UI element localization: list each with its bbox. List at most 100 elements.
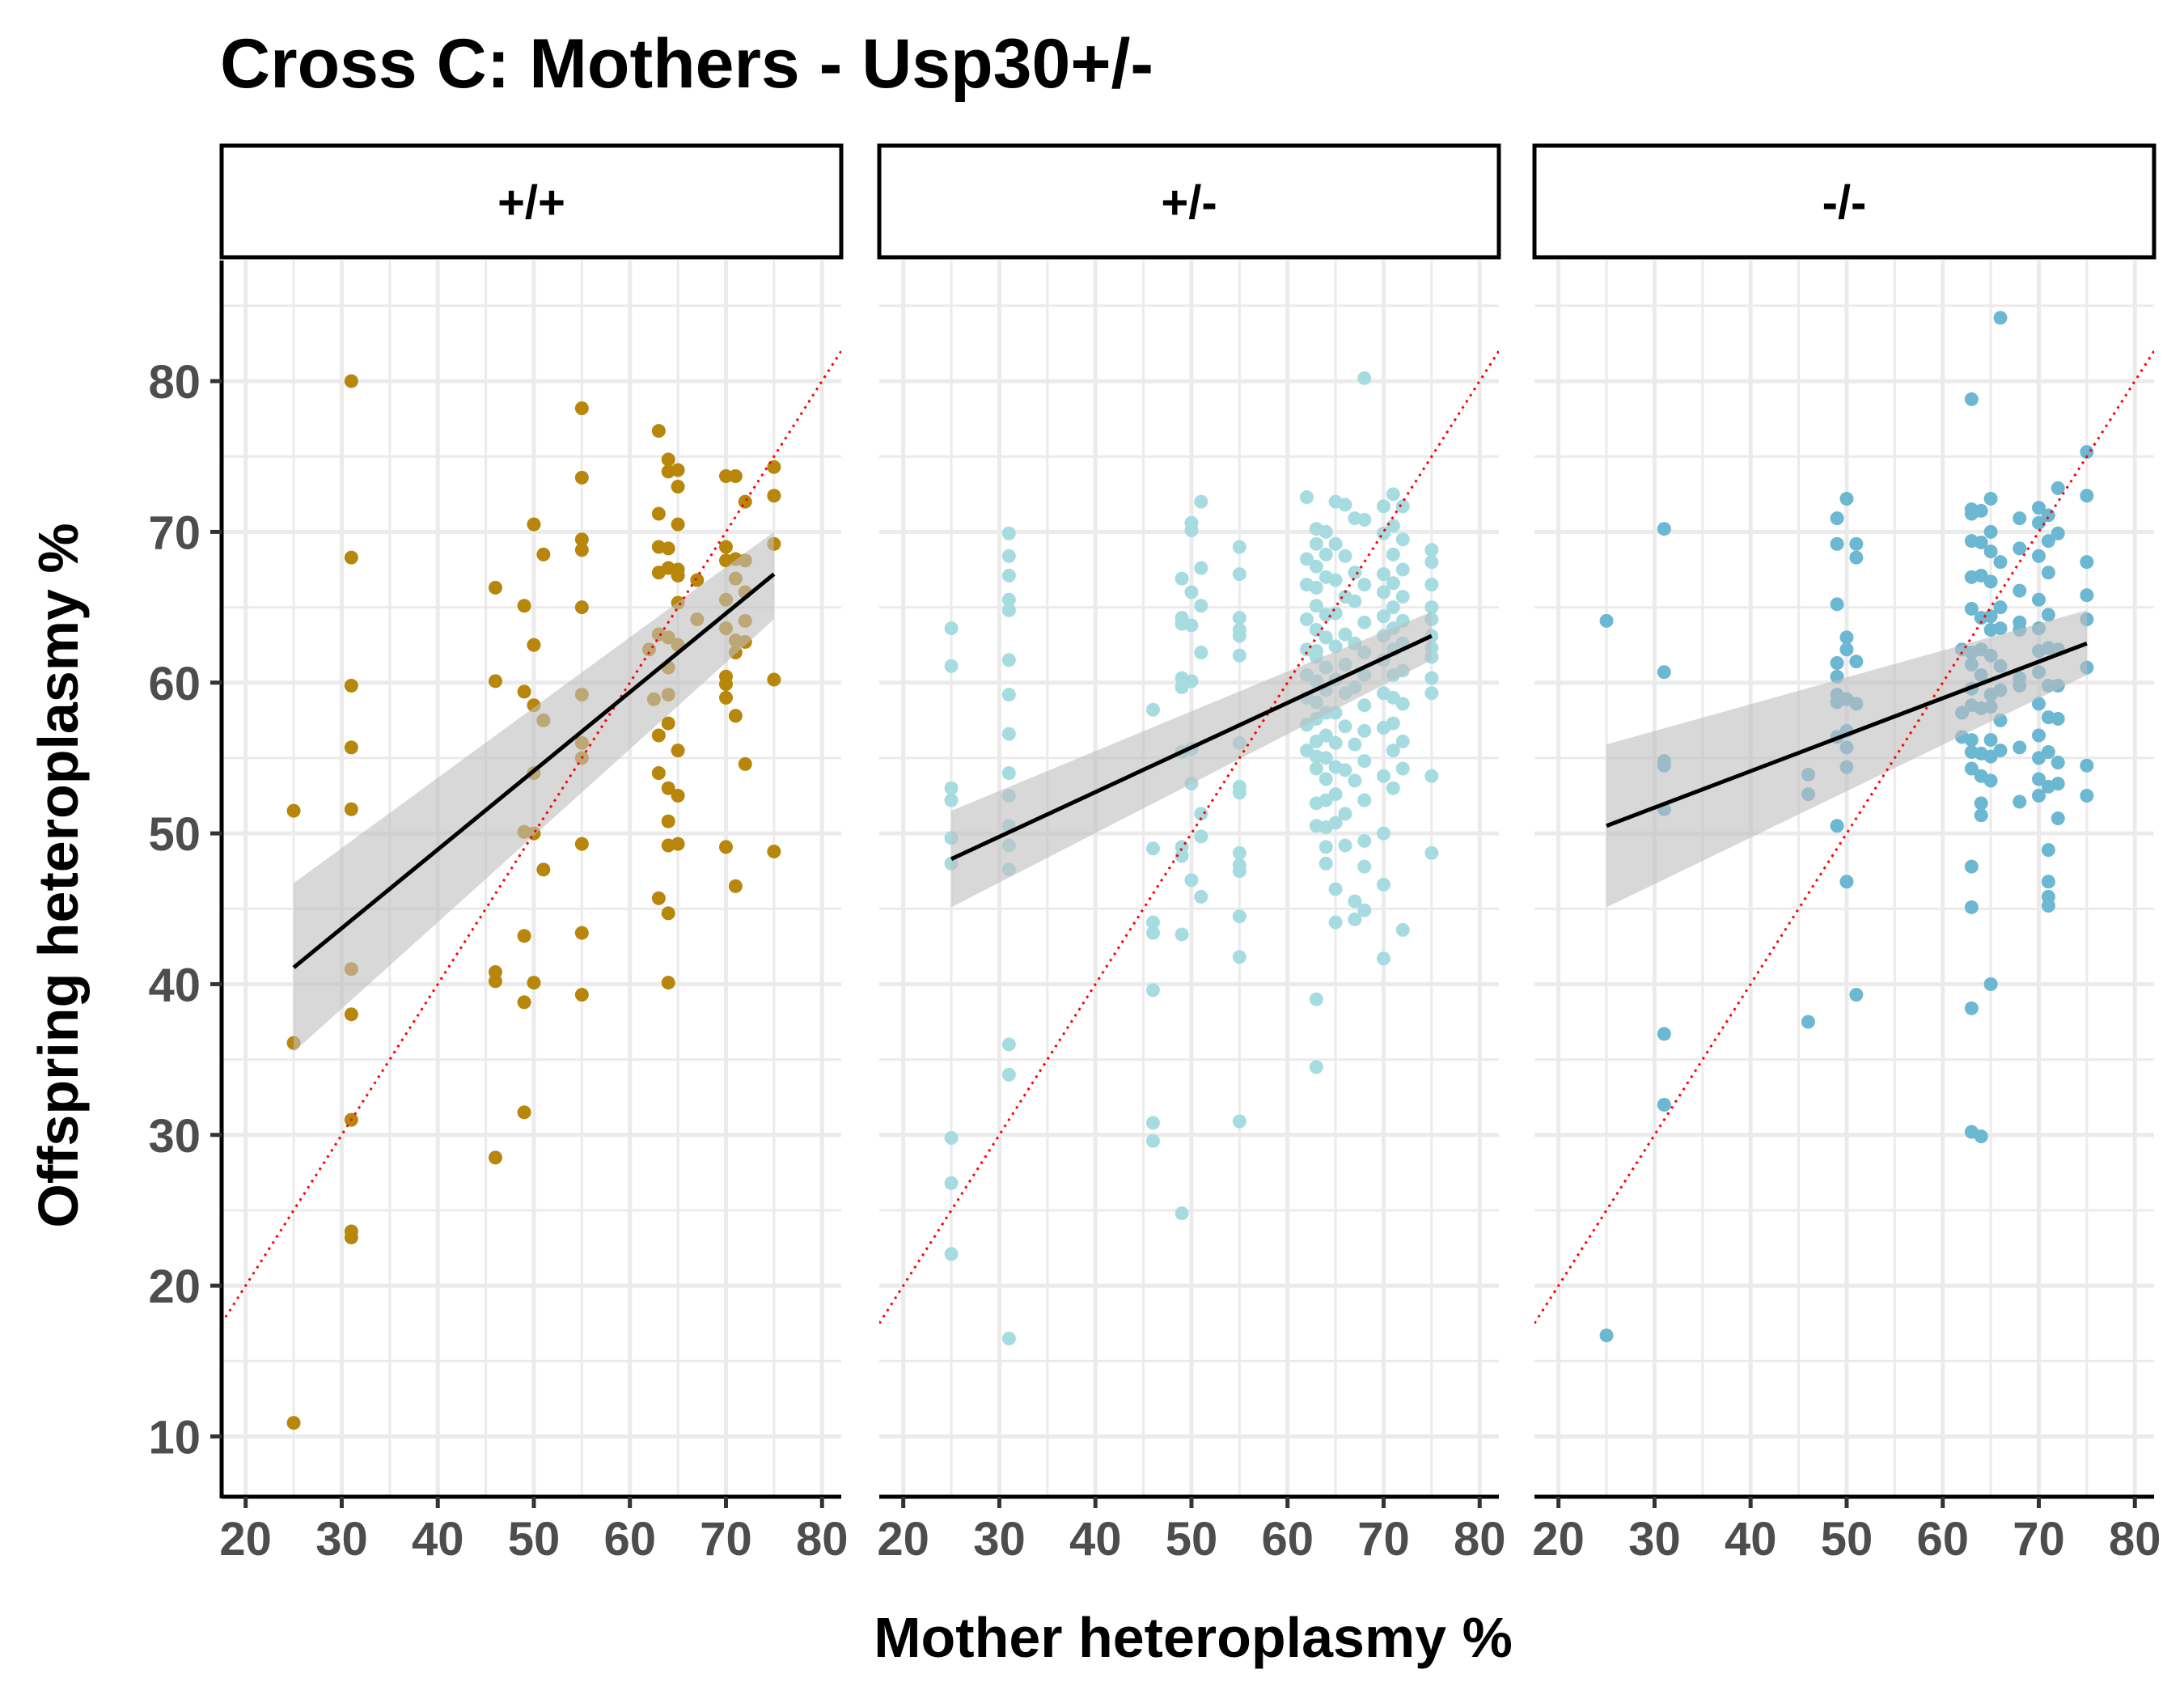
data-point bbox=[1328, 536, 1343, 551]
data-point bbox=[1424, 543, 1439, 557]
data-point bbox=[1993, 744, 2008, 758]
data-point bbox=[1348, 594, 1362, 608]
data-point bbox=[527, 517, 541, 532]
data-point bbox=[671, 463, 685, 477]
data-point bbox=[1357, 615, 1372, 629]
x-tick-label: 70 bbox=[700, 1513, 752, 1566]
data-point bbox=[1395, 697, 1410, 711]
x-tick-label: 20 bbox=[877, 1513, 929, 1566]
data-point bbox=[1357, 859, 1372, 874]
data-point bbox=[1830, 536, 1844, 551]
data-point bbox=[1974, 503, 1988, 518]
data-point bbox=[1657, 1098, 1671, 1112]
x-tick-label: 30 bbox=[315, 1513, 368, 1566]
data-point bbox=[1386, 547, 1400, 561]
data-point bbox=[1964, 900, 1979, 914]
data-point bbox=[1395, 532, 1410, 547]
data-point bbox=[1974, 535, 1988, 549]
y-tick-label: 80 bbox=[148, 356, 201, 409]
data-point bbox=[2041, 843, 2055, 858]
data-point bbox=[1357, 723, 1372, 738]
data-point bbox=[1299, 490, 1314, 505]
data-point bbox=[1328, 639, 1343, 654]
data-point bbox=[1328, 915, 1343, 930]
y-tick-label: 30 bbox=[148, 1110, 201, 1163]
data-point bbox=[1964, 601, 1979, 616]
data-point bbox=[1983, 773, 1998, 788]
data-point bbox=[1357, 698, 1372, 713]
x-tick-label: 60 bbox=[1261, 1513, 1314, 1566]
data-point bbox=[527, 976, 541, 990]
data-point bbox=[2041, 744, 2055, 759]
x-tick-label: 40 bbox=[412, 1513, 464, 1566]
data-point bbox=[1657, 1027, 1671, 1041]
x-tick-label: 80 bbox=[2109, 1513, 2161, 1566]
data-point bbox=[2080, 555, 2094, 570]
data-point bbox=[2080, 489, 2094, 503]
data-point bbox=[488, 1150, 502, 1165]
data-point bbox=[1424, 769, 1439, 783]
data-point bbox=[1983, 977, 1998, 991]
data-point bbox=[1338, 838, 1352, 853]
data-point bbox=[671, 568, 685, 583]
data-point bbox=[1232, 786, 1246, 800]
confidence-band bbox=[1606, 610, 2087, 908]
data-point bbox=[2041, 534, 2055, 549]
data-point bbox=[1194, 599, 1208, 613]
data-point bbox=[944, 621, 959, 636]
data-point bbox=[661, 976, 675, 990]
x-tick-label: 50 bbox=[1166, 1513, 1218, 1566]
data-point bbox=[1993, 621, 2008, 636]
data-point bbox=[344, 802, 358, 816]
data-point bbox=[1599, 1328, 1614, 1343]
identity-line bbox=[879, 350, 1499, 1324]
data-point bbox=[344, 740, 358, 755]
facet-strip-label: -/- bbox=[1822, 176, 1867, 229]
data-point bbox=[728, 879, 743, 893]
data-point bbox=[1001, 549, 1016, 563]
data-point bbox=[2041, 608, 2055, 622]
data-point bbox=[1424, 686, 1439, 701]
data-point bbox=[1232, 909, 1246, 924]
data-point bbox=[517, 1105, 531, 1120]
data-point bbox=[517, 929, 531, 943]
data-point bbox=[527, 638, 541, 652]
confidence-band bbox=[294, 532, 774, 1053]
data-point bbox=[2041, 508, 2055, 523]
data-point bbox=[2041, 899, 2055, 913]
data-point bbox=[2051, 481, 2065, 495]
data-point bbox=[1145, 926, 1160, 940]
data-point bbox=[1001, 1067, 1016, 1082]
data-point bbox=[2013, 740, 2027, 755]
data-point bbox=[1232, 611, 1246, 625]
data-point bbox=[671, 837, 685, 851]
data-point bbox=[1194, 807, 1208, 821]
data-point bbox=[1376, 826, 1390, 841]
data-point bbox=[1395, 761, 1410, 776]
data-point bbox=[1993, 600, 2008, 615]
data-point bbox=[1424, 555, 1439, 570]
data-point bbox=[944, 1176, 959, 1190]
data-point bbox=[1983, 574, 1998, 589]
data-point bbox=[671, 744, 685, 758]
data-point bbox=[1328, 573, 1343, 587]
data-point bbox=[661, 541, 675, 556]
x-tick-label: 20 bbox=[219, 1513, 272, 1566]
data-point bbox=[661, 814, 675, 828]
data-point bbox=[944, 1247, 959, 1261]
data-point bbox=[661, 716, 675, 731]
x-tick-label: 20 bbox=[1532, 1513, 1585, 1566]
y-tick-label: 50 bbox=[148, 808, 201, 861]
data-point bbox=[661, 452, 675, 467]
data-point bbox=[574, 600, 589, 615]
data-point bbox=[1338, 807, 1352, 821]
confidence-band bbox=[951, 612, 1432, 908]
data-point bbox=[1318, 524, 1333, 539]
data-point bbox=[1357, 371, 1372, 385]
data-point bbox=[1376, 585, 1390, 600]
data-point bbox=[1830, 819, 1844, 833]
data-point bbox=[1983, 524, 1998, 539]
data-point bbox=[517, 684, 531, 699]
data-point bbox=[1318, 772, 1333, 786]
data-point bbox=[2031, 501, 2046, 515]
